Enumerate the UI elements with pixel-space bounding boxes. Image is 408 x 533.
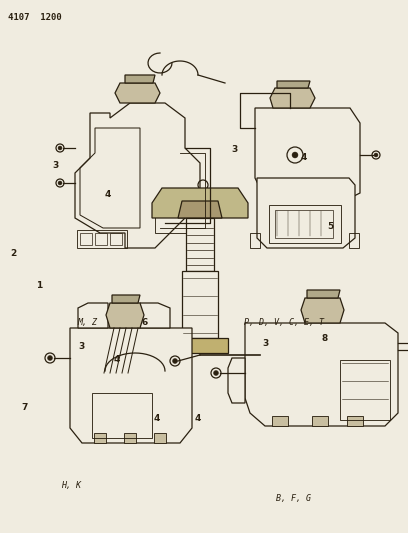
Polygon shape xyxy=(125,75,155,83)
Text: P, D, V, C, E, T: P, D, V, C, E, T xyxy=(244,318,324,327)
Polygon shape xyxy=(301,298,344,323)
Bar xyxy=(349,233,359,248)
Polygon shape xyxy=(152,188,248,218)
Polygon shape xyxy=(140,303,170,328)
Bar xyxy=(154,433,166,443)
Text: 4: 4 xyxy=(301,153,307,161)
Bar xyxy=(250,233,260,248)
Text: B, F, G: B, F, G xyxy=(276,494,311,503)
Bar xyxy=(182,271,218,338)
Polygon shape xyxy=(178,201,222,218)
Bar xyxy=(110,233,122,245)
Polygon shape xyxy=(255,108,360,198)
Text: 3: 3 xyxy=(231,145,238,154)
Circle shape xyxy=(173,359,177,364)
Bar xyxy=(269,205,341,243)
Circle shape xyxy=(47,356,53,360)
Bar xyxy=(172,338,228,353)
Bar xyxy=(186,218,214,271)
Text: 4: 4 xyxy=(113,356,120,364)
Polygon shape xyxy=(115,83,160,103)
Circle shape xyxy=(58,146,62,150)
Bar xyxy=(340,360,390,420)
Bar xyxy=(92,393,152,438)
Bar xyxy=(95,233,107,245)
Text: 4: 4 xyxy=(154,414,160,423)
Circle shape xyxy=(213,370,219,376)
Text: 2: 2 xyxy=(10,249,16,257)
Polygon shape xyxy=(78,303,108,328)
Bar xyxy=(272,416,288,426)
Bar xyxy=(275,210,333,238)
Polygon shape xyxy=(75,103,200,248)
Circle shape xyxy=(58,181,62,185)
Text: 3: 3 xyxy=(262,340,268,348)
Polygon shape xyxy=(106,303,144,328)
Polygon shape xyxy=(112,295,140,303)
Polygon shape xyxy=(228,358,245,403)
Polygon shape xyxy=(307,290,340,298)
Polygon shape xyxy=(270,88,315,108)
Text: 4107  1200: 4107 1200 xyxy=(8,13,62,22)
Circle shape xyxy=(374,153,378,157)
Text: 3: 3 xyxy=(52,161,58,169)
Bar xyxy=(124,433,136,443)
Bar xyxy=(312,416,328,426)
Text: M, Z: M, Z xyxy=(78,318,98,327)
Polygon shape xyxy=(70,328,192,443)
Text: 7: 7 xyxy=(21,403,28,412)
Text: 6: 6 xyxy=(142,318,148,327)
Text: 3: 3 xyxy=(78,342,85,351)
Bar xyxy=(94,433,106,443)
Text: 1: 1 xyxy=(35,281,42,289)
Bar xyxy=(77,230,127,248)
Bar xyxy=(155,203,197,233)
Text: 4: 4 xyxy=(195,414,201,423)
Bar xyxy=(80,233,92,245)
Text: H, K: H, K xyxy=(61,481,82,489)
Bar xyxy=(347,416,363,426)
Polygon shape xyxy=(245,323,398,426)
Polygon shape xyxy=(277,81,310,88)
Text: 8: 8 xyxy=(321,334,328,343)
Polygon shape xyxy=(257,178,355,248)
Text: 4: 4 xyxy=(105,190,111,199)
Circle shape xyxy=(292,152,298,158)
Text: 5: 5 xyxy=(327,222,334,231)
